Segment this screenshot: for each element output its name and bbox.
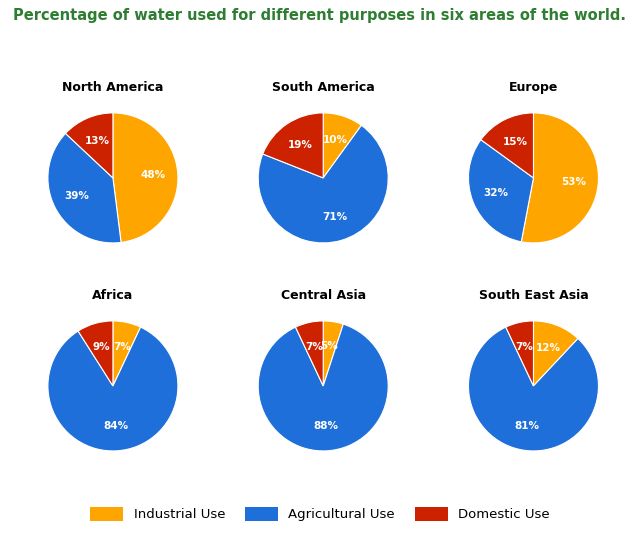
Wedge shape [323,113,362,178]
Text: 32%: 32% [483,188,509,198]
Text: 39%: 39% [65,191,90,201]
Text: 5%: 5% [321,341,339,351]
Title: Europe: Europe [509,81,558,94]
Text: 19%: 19% [288,140,313,150]
Text: 7%: 7% [113,342,131,352]
Title: Africa: Africa [92,289,134,302]
Text: 13%: 13% [84,136,109,146]
Title: North America: North America [62,81,164,94]
Text: 53%: 53% [561,177,586,187]
Text: 88%: 88% [313,421,338,431]
Wedge shape [113,113,178,242]
Wedge shape [48,133,121,243]
Legend: Industrial Use, Agricultural Use, Domestic Use: Industrial Use, Agricultural Use, Domest… [83,500,557,528]
Text: Percentage of water used for different purposes in six areas of the world.: Percentage of water used for different p… [13,8,626,23]
Wedge shape [258,324,388,451]
Wedge shape [506,321,534,386]
Wedge shape [468,140,534,242]
Wedge shape [258,125,388,243]
Title: South East Asia: South East Asia [479,289,588,302]
Text: 9%: 9% [93,342,111,352]
Title: South America: South America [272,81,374,94]
Wedge shape [522,113,598,243]
Text: 10%: 10% [323,135,348,144]
Wedge shape [263,113,323,178]
Text: 12%: 12% [536,344,561,353]
Wedge shape [296,321,323,386]
Wedge shape [113,321,141,386]
Text: 48%: 48% [141,170,166,180]
Wedge shape [65,113,113,178]
Wedge shape [323,321,343,386]
Text: 15%: 15% [502,137,527,147]
Text: 71%: 71% [322,212,347,222]
Wedge shape [78,321,113,386]
Wedge shape [534,321,578,386]
Wedge shape [481,113,534,178]
Text: 7%: 7% [516,342,534,352]
Title: Central Asia: Central Asia [280,289,366,302]
Wedge shape [468,327,598,451]
Text: 7%: 7% [305,342,323,352]
Text: 84%: 84% [103,421,128,431]
Wedge shape [48,327,178,451]
Text: 81%: 81% [515,421,540,431]
